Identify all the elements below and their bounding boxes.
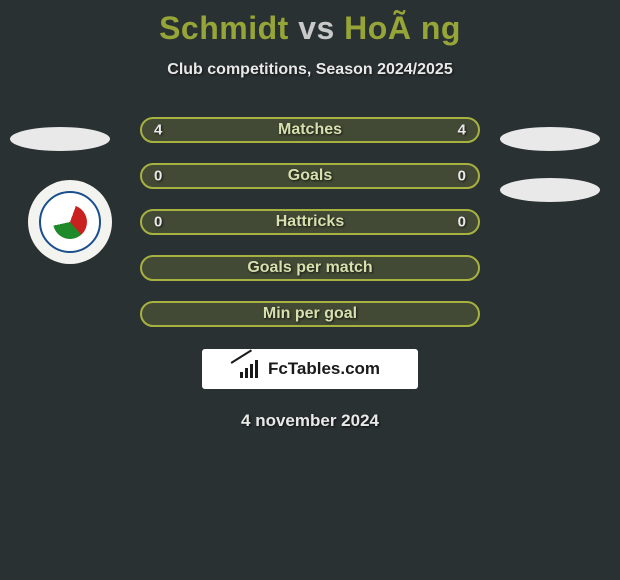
stat-row-matches: 4 Matches 4 bbox=[140, 117, 480, 143]
vs-separator: vs bbox=[298, 10, 335, 46]
player2-name: HoÃ ng bbox=[344, 10, 461, 46]
stat-label: Matches bbox=[278, 121, 342, 139]
club-badge-inner bbox=[39, 191, 101, 253]
stat-value-left: 4 bbox=[154, 122, 162, 139]
stat-value-left: 0 bbox=[154, 214, 162, 231]
stat-row-goals-per-match: Goals per match bbox=[140, 255, 480, 281]
stat-value-right: 0 bbox=[458, 168, 466, 185]
player2-avatar-placeholder-2 bbox=[500, 178, 600, 202]
stat-label: Min per goal bbox=[263, 305, 357, 323]
stat-row-goals: 0 Goals 0 bbox=[140, 163, 480, 189]
player2-avatar-placeholder bbox=[500, 127, 600, 151]
club-badge-swoosh-icon bbox=[48, 200, 92, 244]
stat-label: Hattricks bbox=[276, 213, 344, 231]
snapshot-date: 4 november 2024 bbox=[0, 411, 620, 431]
fctables-logo[interactable]: FcTables.com bbox=[202, 349, 418, 389]
player1-avatar-placeholder bbox=[10, 127, 110, 151]
stat-label: Goals per match bbox=[247, 259, 372, 277]
club-badge bbox=[28, 180, 112, 264]
player1-name: Schmidt bbox=[159, 10, 289, 46]
bar-chart-arrow-icon bbox=[240, 360, 262, 378]
comparison-title: Schmidt vs HoÃ ng bbox=[0, 0, 620, 47]
competition-subtitle: Club competitions, Season 2024/2025 bbox=[0, 61, 620, 79]
stat-label: Goals bbox=[288, 167, 332, 185]
stat-row-hattricks: 0 Hattricks 0 bbox=[140, 209, 480, 235]
stat-row-min-per-goal: Min per goal bbox=[140, 301, 480, 327]
stat-value-right: 0 bbox=[458, 214, 466, 231]
stat-value-left: 0 bbox=[154, 168, 162, 185]
stat-value-right: 4 bbox=[458, 122, 466, 139]
logo-text: FcTables.com bbox=[268, 359, 380, 379]
